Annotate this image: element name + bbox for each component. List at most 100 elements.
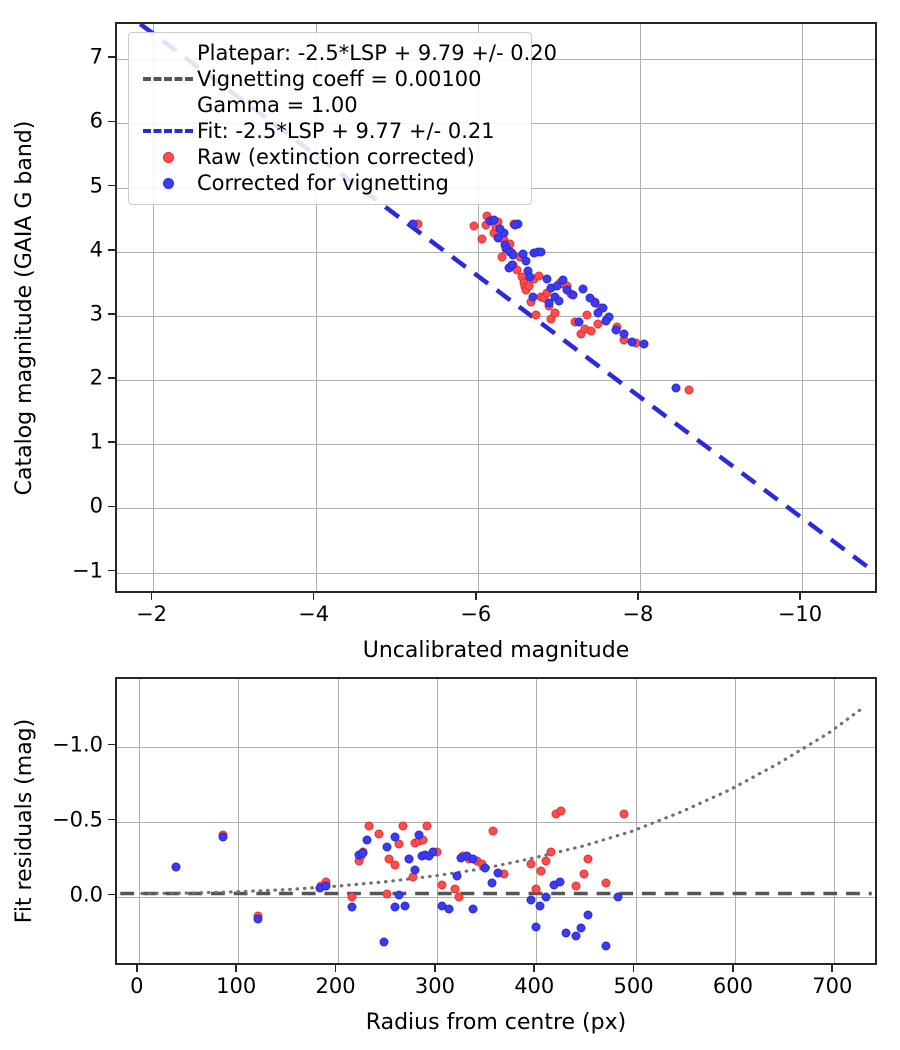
data-point-raw: [601, 878, 611, 888]
legend-label-fit: Fit: -2.5*LSP + 9.77 +/- 0.21: [197, 119, 495, 143]
data-point-corrected: [619, 329, 629, 339]
data-point-corrected: [487, 878, 497, 888]
y-axis-tick-label: 0: [89, 493, 103, 518]
data-point-raw: [619, 809, 629, 819]
y-axis-tick: [108, 56, 115, 59]
data-point-corrected: [510, 220, 520, 230]
data-point-corrected: [404, 854, 414, 864]
y-axis-tick: [108, 184, 115, 187]
data-point-corrected: [358, 848, 368, 858]
y-axis-tick-label: 7: [89, 44, 103, 69]
dashed-line-icon: [143, 77, 193, 81]
y-axis-tick-label: 0.0: [69, 882, 103, 906]
data-point-corrected: [495, 224, 505, 234]
data-point-raw: [382, 889, 392, 898]
grid-line-horizontal: [117, 746, 875, 748]
data-point-corrected: [555, 877, 565, 886]
data-point-corrected: [493, 868, 503, 877]
x-axis-tick-label: 600: [712, 974, 753, 998]
data-point-raw: [497, 252, 507, 262]
data-point-raw: [531, 884, 541, 894]
data-point-raw: [374, 829, 384, 838]
y-axis-title: Catalog magnitude (GAIA G band): [12, 120, 37, 495]
data-point-raw: [437, 880, 447, 889]
data-point-raw: [390, 860, 400, 870]
data-point-raw: [556, 806, 566, 816]
legend-key-corrected: [139, 170, 197, 196]
data-point-corrected: [552, 281, 562, 291]
y-axis-tick: [108, 818, 115, 821]
vignetting-curve: [140, 707, 864, 896]
y-axis-tick-label: 6: [89, 108, 103, 133]
data-point-raw: [469, 221, 479, 231]
data-point-corrected: [507, 260, 517, 270]
data-point-corrected: [574, 317, 584, 327]
data-point-corrected: [554, 296, 564, 306]
grid-line-vertical: [315, 24, 317, 591]
data-point-corrected: [493, 233, 503, 243]
data-point-corrected: [508, 250, 518, 260]
y-axis-tick-label: 4: [89, 237, 103, 262]
grid-line-horizontal: [117, 821, 875, 823]
legend: Platepar: -2.5*LSP + 9.79 +/- 0.20 Vigne…: [128, 32, 557, 205]
data-point-corrected: [468, 904, 478, 913]
x-axis-tick: [632, 965, 635, 972]
data-point-corrected: [400, 901, 410, 910]
x-axis-tick-label: 0: [130, 974, 144, 998]
y-axis-tick-label: −1: [72, 558, 103, 583]
data-point-raw: [384, 854, 394, 864]
grid-line-vertical: [536, 679, 538, 963]
data-point-corrected: [536, 247, 546, 257]
x-axis-tick: [434, 965, 436, 972]
grid-line-vertical: [734, 679, 736, 963]
data-point-corrected: [558, 275, 568, 285]
grid-line-vertical: [238, 679, 240, 963]
data-point-corrected: [444, 904, 454, 913]
grid-line-vertical: [436, 679, 438, 963]
data-point-raw: [579, 869, 589, 879]
data-point-corrected: [218, 832, 228, 841]
y-axis-tick-label: −1.0: [52, 732, 103, 756]
grid-line-vertical: [337, 679, 339, 963]
legend-entry-platepar: Platepar: -2.5*LSP + 9.79 +/- 0.20 Vigne…: [139, 40, 557, 118]
data-point-corrected: [576, 923, 586, 933]
data-point-raw: [488, 826, 498, 835]
data-point-corrected: [535, 901, 545, 910]
data-point-corrected: [613, 892, 623, 901]
data-point-corrected: [379, 937, 389, 946]
data-point-corrected: [410, 865, 420, 874]
y-axis-tick-label: −0.5: [52, 807, 103, 831]
data-point-corrected: [528, 292, 538, 302]
x-axis-tick-label: 400: [514, 974, 555, 998]
x-axis-tick-label: 700: [812, 974, 853, 998]
data-point-corrected: [468, 854, 478, 864]
data-point-corrected: [525, 272, 535, 282]
data-point-corrected: [526, 895, 536, 904]
data-point-corrected: [639, 339, 649, 349]
legend-entry-fit: Fit: -2.5*LSP + 9.77 +/- 0.21: [139, 118, 521, 144]
legend-label-platepar: Platepar: -2.5*LSP + 9.79 +/- 0.20 Vigne…: [197, 41, 557, 117]
data-point-raw: [524, 281, 534, 291]
y-axis-tick-label: 2: [89, 365, 103, 390]
data-point-corrected: [601, 316, 611, 326]
fit-residuals-axes: [115, 677, 877, 965]
data-point-raw: [541, 856, 551, 865]
data-point-corrected: [480, 863, 490, 873]
y-axis-tick: [108, 893, 115, 896]
grid-line-vertical: [834, 679, 836, 963]
legend-label-corrected: Corrected for vignetting: [197, 171, 449, 195]
data-point-corrected: [568, 290, 578, 300]
data-point-corrected: [601, 941, 611, 951]
data-point-corrected: [578, 284, 588, 294]
x-axis-tick: [474, 593, 477, 600]
magnitude-plot-surface: [117, 24, 875, 591]
data-point-corrected: [394, 890, 404, 900]
grid-line-vertical: [801, 24, 803, 591]
y-axis-tick: [108, 120, 115, 123]
data-point-corrected: [171, 862, 181, 871]
data-point-raw: [454, 892, 464, 901]
data-point-raw: [583, 854, 593, 864]
legend-label-raw: Raw (extinction corrected): [197, 145, 475, 169]
x-axis-tick: [732, 965, 734, 972]
